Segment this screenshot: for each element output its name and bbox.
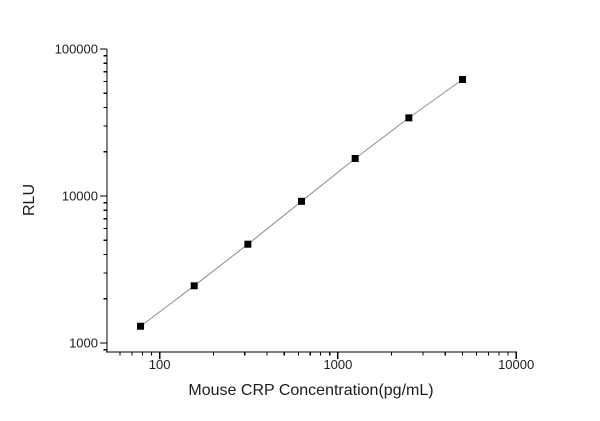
data-point-marker [137, 322, 145, 330]
x-tick-label: 1000 [323, 357, 352, 372]
data-point-marker [244, 240, 252, 248]
data-point-marker [405, 114, 413, 122]
x-tick-label: 10000 [498, 357, 534, 372]
y-tick-label: 1000 [69, 336, 98, 351]
data-point-marker [298, 197, 306, 205]
y-tick-label: 100000 [55, 42, 98, 57]
data-point-marker [351, 154, 359, 162]
data-point-marker [459, 76, 466, 84]
data-point-marker [190, 282, 198, 290]
x-axis-title: Mouse CRP Concentration(pg/mL) [188, 382, 434, 399]
x-tick-label: 100 [149, 357, 171, 372]
y-tick-label: 10000 [62, 189, 98, 204]
y-axis-title: RLU [21, 183, 38, 217]
